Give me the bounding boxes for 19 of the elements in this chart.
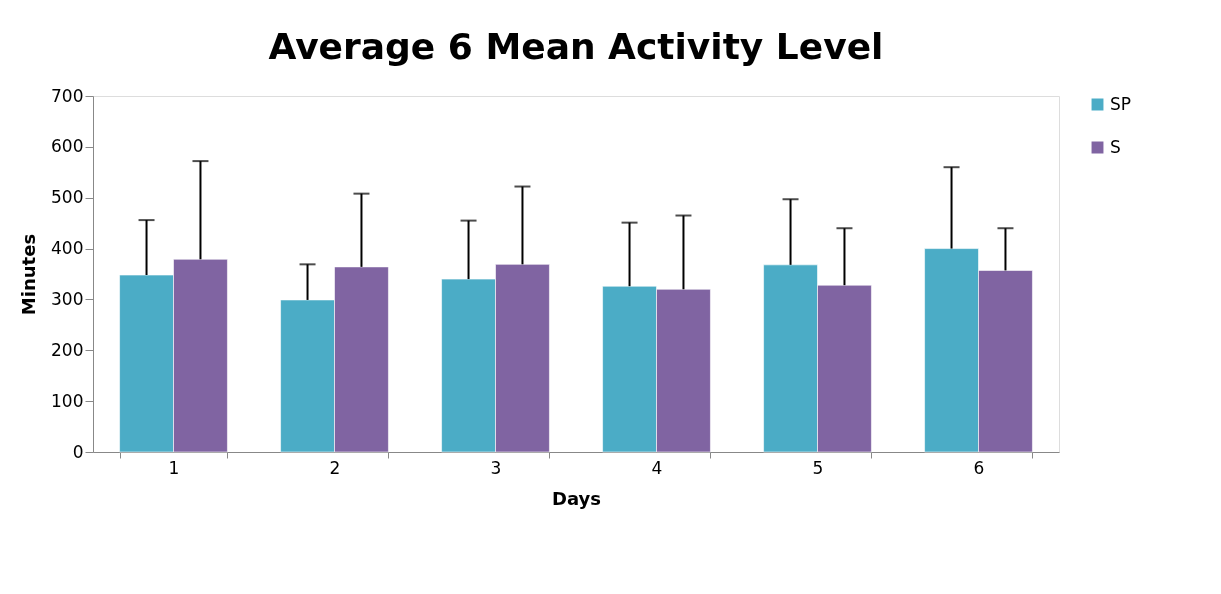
x-tick-label: 3 [490,457,502,478]
y-tick-label: 500 [51,187,84,208]
x-tick-label: 1 [168,457,180,478]
y-tick-label: 0 [72,441,84,462]
y-tick-label: 100 [51,390,84,411]
y-axis-title: Minutes [18,233,40,316]
y-tick-label: 200 [51,339,84,360]
legend-label: SP [1110,93,1132,114]
y-tick-label: 400 [51,238,84,259]
legend-label: S [1110,136,1121,157]
y-tick-label: 600 [51,136,84,157]
x-tick-label: 6 [973,457,985,478]
x-tick-label: 5 [812,457,824,478]
x-tick-label: 2 [329,457,341,478]
y-tick-label: 300 [51,288,84,309]
x-tick-label: 4 [651,457,663,478]
y-tick-label: 700 [51,85,84,106]
x-axis-title: Days [552,487,601,509]
chart-title: Average 6 Mean Activity Level [268,26,884,67]
